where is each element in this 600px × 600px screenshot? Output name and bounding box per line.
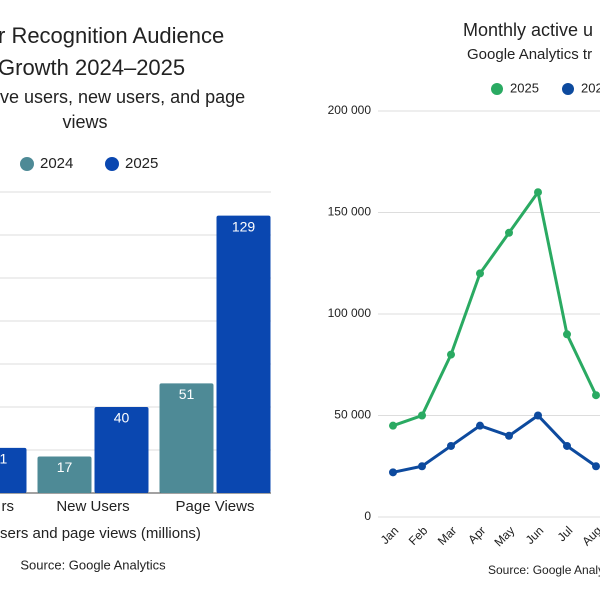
x-tick-label: May — [491, 523, 517, 549]
x-tick-label: Jul — [555, 523, 576, 544]
data-point — [592, 462, 600, 471]
bar — [0, 447, 27, 493]
x-tick-label: Apr — [465, 523, 488, 546]
legend-label: 2024 — [40, 155, 73, 172]
chart-title: r Recognition Audience — [0, 23, 224, 48]
data-point — [418, 411, 426, 420]
x-tick-label: Page Views — [176, 498, 255, 515]
data-point — [534, 411, 542, 420]
legend-label: 2025 — [125, 155, 158, 172]
bar — [94, 407, 149, 493]
data-label: 21 — [0, 451, 7, 467]
chart-title: Monthly active u — [463, 20, 593, 40]
bar — [37, 456, 92, 493]
legend-marker — [562, 83, 574, 95]
legend-label: 2025 — [510, 80, 539, 95]
data-point — [389, 468, 397, 477]
data-point — [534, 188, 542, 197]
data-point — [418, 462, 426, 471]
y-tick-label: 200 000 — [328, 103, 372, 117]
series-line — [392, 413, 597, 474]
data-point — [563, 330, 571, 339]
data-label: 17 — [57, 459, 73, 475]
x-tick-label: Jun — [523, 523, 547, 547]
y-tick-label: 100 000 — [328, 306, 372, 320]
x-axis-title: sers and page views (millions) — [0, 525, 201, 542]
x-tick-label: Aug — [579, 523, 600, 548]
legend-marker — [491, 83, 503, 95]
x-tick-label: Mar — [435, 523, 460, 548]
x-tick-label: rs — [2, 498, 15, 515]
chart-subtitle: views — [62, 112, 107, 132]
data-point — [447, 350, 455, 359]
x-tick-label: Feb — [406, 523, 431, 548]
data-point — [592, 391, 600, 400]
y-tick-label: 50 000 — [334, 408, 371, 422]
data-point — [505, 431, 513, 440]
data-label: 129 — [232, 218, 256, 234]
data-label: 51 — [179, 386, 195, 402]
legend-marker — [105, 157, 119, 171]
bar — [216, 215, 271, 493]
data-label: 40 — [114, 410, 130, 426]
y-tick-label: 150 000 — [328, 205, 372, 219]
data-point — [505, 228, 513, 237]
chart-title: Growth 2024–2025 — [0, 55, 185, 80]
data-point — [447, 441, 455, 450]
chart-subtitle: Google Analytics tr — [467, 46, 592, 63]
series-line — [392, 188, 598, 428]
legend-label: 2024 — [581, 80, 600, 95]
data-point — [389, 421, 397, 430]
y-tick-label: 0 — [364, 509, 371, 523]
data-point — [476, 269, 484, 278]
chart-subtitle: ve users, new users, and page — [0, 87, 245, 107]
data-point — [563, 441, 571, 450]
x-tick-label: New Users — [56, 498, 129, 515]
source: Source: Google Analytics — [488, 563, 600, 577]
data-point — [476, 421, 484, 430]
legend-marker — [20, 157, 34, 171]
source: Source: Google Analytics — [20, 557, 166, 572]
x-tick-label: Jan — [378, 523, 402, 547]
bar — [159, 383, 214, 493]
